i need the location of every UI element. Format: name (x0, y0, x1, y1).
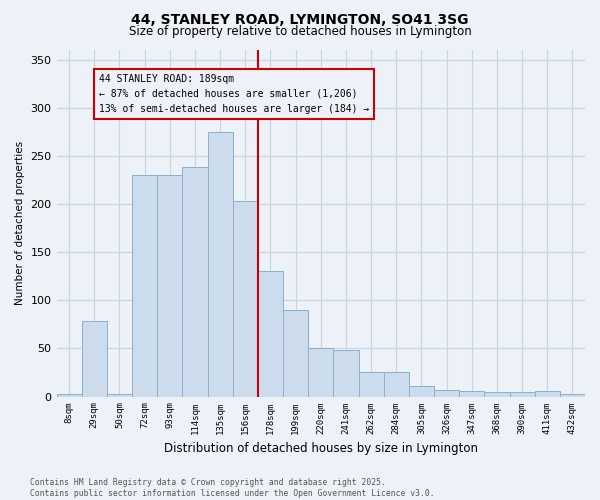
Bar (334, 350, 359, 397)
Bar (509, 392, 535, 396)
Text: 44, STANLEY ROAD, LYMINGTON, SO41 3SG: 44, STANLEY ROAD, LYMINGTON, SO41 3SG (131, 12, 469, 26)
Bar (434, 390, 459, 396)
Bar (409, 386, 434, 396)
Bar (359, 372, 383, 396)
Bar (535, 391, 560, 396)
X-axis label: Distribution of detached houses by size in Lymington: Distribution of detached houses by size … (164, 442, 478, 455)
Bar (484, 392, 509, 396)
Text: Size of property relative to detached houses in Lymington: Size of property relative to detached ho… (128, 25, 472, 38)
Text: Contains HM Land Registry data © Crown copyright and database right 2025.
Contai: Contains HM Land Registry data © Crown c… (30, 478, 434, 498)
Bar (107, 394, 132, 396)
Bar (82, 322, 107, 396)
Y-axis label: Number of detached properties: Number of detached properties (15, 141, 25, 306)
Text: 44 STANLEY ROAD: 189sqm
← 87% of detached houses are smaller (1,206)
13% of semi: 44 STANLEY ROAD: 189sqm ← 87% of detache… (100, 74, 370, 114)
Bar (283, 310, 308, 396)
Bar (459, 391, 484, 396)
Bar (233, 201, 258, 396)
Bar (182, 168, 208, 396)
Bar (560, 394, 585, 396)
Bar (157, 175, 182, 396)
Bar (258, 272, 283, 396)
Bar (383, 372, 409, 396)
Bar (132, 175, 157, 396)
Bar (308, 348, 334, 397)
Bar (56, 394, 82, 396)
Bar (208, 132, 233, 396)
